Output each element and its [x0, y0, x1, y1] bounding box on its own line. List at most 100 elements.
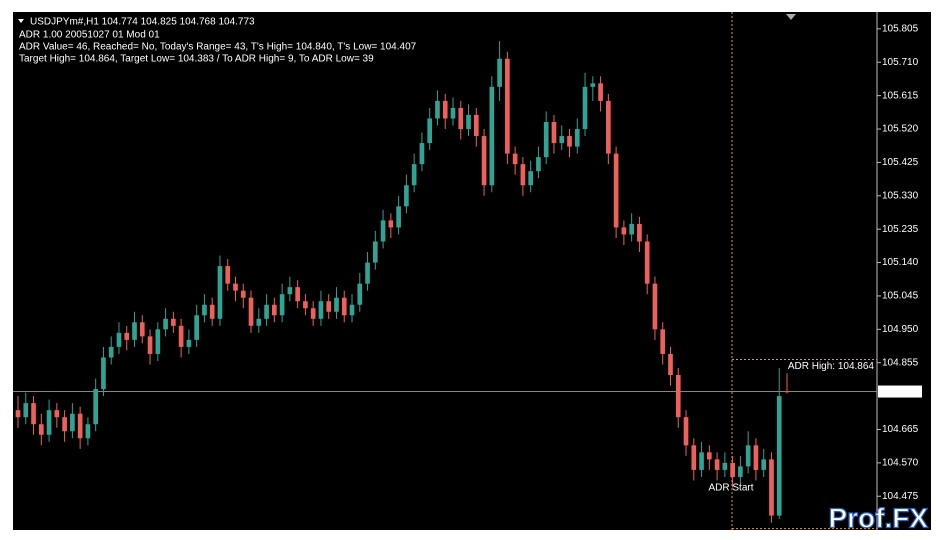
candle-body [77, 413, 83, 439]
candle-body [70, 413, 75, 432]
candle-body [574, 129, 580, 147]
candle-body [714, 459, 720, 470]
candle-body [706, 452, 712, 460]
y-tick-label: 105.805 [882, 24, 919, 35]
candle-body [209, 304, 215, 319]
chart-title: USDJPYm#,H1 104.774 104.825 104.768 104.… [30, 17, 255, 28]
candle-body [101, 357, 106, 390]
candle-body [722, 462, 728, 470]
candle-body [295, 287, 300, 302]
candle-body [310, 308, 316, 319]
adr-high-label: ADR High: 104.864 [788, 361, 875, 372]
candle-body [784, 391, 790, 393]
chart-background [13, 12, 931, 530]
candle-body [442, 100, 448, 119]
candle-body [171, 318, 176, 326]
candle-body [365, 262, 370, 284]
candle-body [699, 452, 704, 470]
y-tick-label: 105.615 [882, 90, 919, 101]
candle-body [450, 107, 456, 119]
y-tick-label: 104.665 [882, 424, 919, 435]
y-tick-label: 104.475 [882, 491, 919, 502]
candle-body [567, 136, 572, 147]
candle-body [520, 164, 526, 186]
candle-body [683, 417, 689, 446]
candle-body [613, 153, 619, 228]
candle-body [380, 220, 386, 242]
candle-body [590, 83, 596, 87]
candle-body [512, 153, 518, 165]
y-tick-label: 105.045 [882, 291, 919, 302]
candle-body [745, 445, 751, 467]
candle-body [124, 332, 130, 340]
candle-body [629, 223, 634, 235]
candle-body [326, 301, 332, 312]
y-tick-label: 104.855 [882, 357, 919, 368]
candle-body [528, 171, 533, 186]
candle-body [652, 283, 658, 330]
bid-tag [878, 385, 922, 398]
candle-body [776, 396, 782, 516]
candle-body [225, 266, 231, 284]
candle-body [644, 241, 650, 284]
candle-body [458, 107, 464, 130]
candle-body [396, 206, 401, 228]
candle-body [178, 325, 184, 347]
y-tick-label: 105.425 [882, 157, 919, 168]
candle-body [46, 410, 52, 435]
candle-body [147, 336, 153, 354]
candle-body [505, 58, 510, 154]
candle-body [287, 287, 293, 295]
candle-body [668, 353, 673, 376]
candle-body [85, 424, 91, 439]
candle-body [419, 143, 425, 165]
indicator-line: ADR Value= 46, Reached= No, Today's Rang… [19, 42, 417, 53]
candle-body [349, 304, 355, 316]
watermark: Prof.FX [828, 502, 928, 533]
candle-body [318, 301, 324, 319]
candle-body [163, 318, 168, 330]
candle-body [730, 462, 735, 477]
candle-body [372, 241, 378, 263]
y-tick-label: 105.235 [882, 224, 919, 235]
candle-body [675, 375, 681, 418]
indicator-line: ADR 1.00 20051027 01 Mod 01 [19, 30, 160, 41]
candle-body [606, 100, 611, 154]
candle-body [38, 424, 44, 435]
candle-body [155, 329, 161, 354]
candle-body [404, 185, 409, 207]
y-tick-label: 105.330 [882, 190, 919, 201]
candle-body [264, 304, 269, 319]
candle-body [411, 164, 417, 186]
candle-body [598, 83, 603, 101]
y-tick-label: 104.950 [882, 324, 919, 335]
candle-body [761, 459, 767, 470]
candle-body [186, 339, 192, 347]
candle-body [240, 290, 246, 298]
candle-body [194, 315, 199, 340]
candle-body [233, 283, 238, 291]
candle-body [303, 301, 308, 309]
bid-label: 104.773 [880, 386, 917, 397]
candle-body [139, 322, 145, 337]
candle-body [341, 297, 347, 316]
y-tick-label: 105.520 [882, 124, 919, 135]
candle-body [279, 294, 285, 316]
candle-body [23, 403, 29, 418]
candle-body [582, 86, 588, 130]
candle-body [769, 459, 774, 516]
candle-body [108, 346, 114, 358]
indicator-line: Target High= 104.864, Target Low= 104.38… [19, 54, 374, 65]
candle-body [473, 114, 479, 137]
candle-body [466, 114, 471, 130]
candle-body [202, 304, 207, 316]
shift-marker [786, 14, 796, 20]
candle-body [497, 58, 502, 87]
candle-body [357, 283, 363, 305]
candle-body [427, 118, 433, 144]
candle-body [435, 100, 440, 119]
candle-body [637, 223, 642, 242]
candle-body [621, 227, 627, 235]
candle-body [132, 322, 137, 340]
